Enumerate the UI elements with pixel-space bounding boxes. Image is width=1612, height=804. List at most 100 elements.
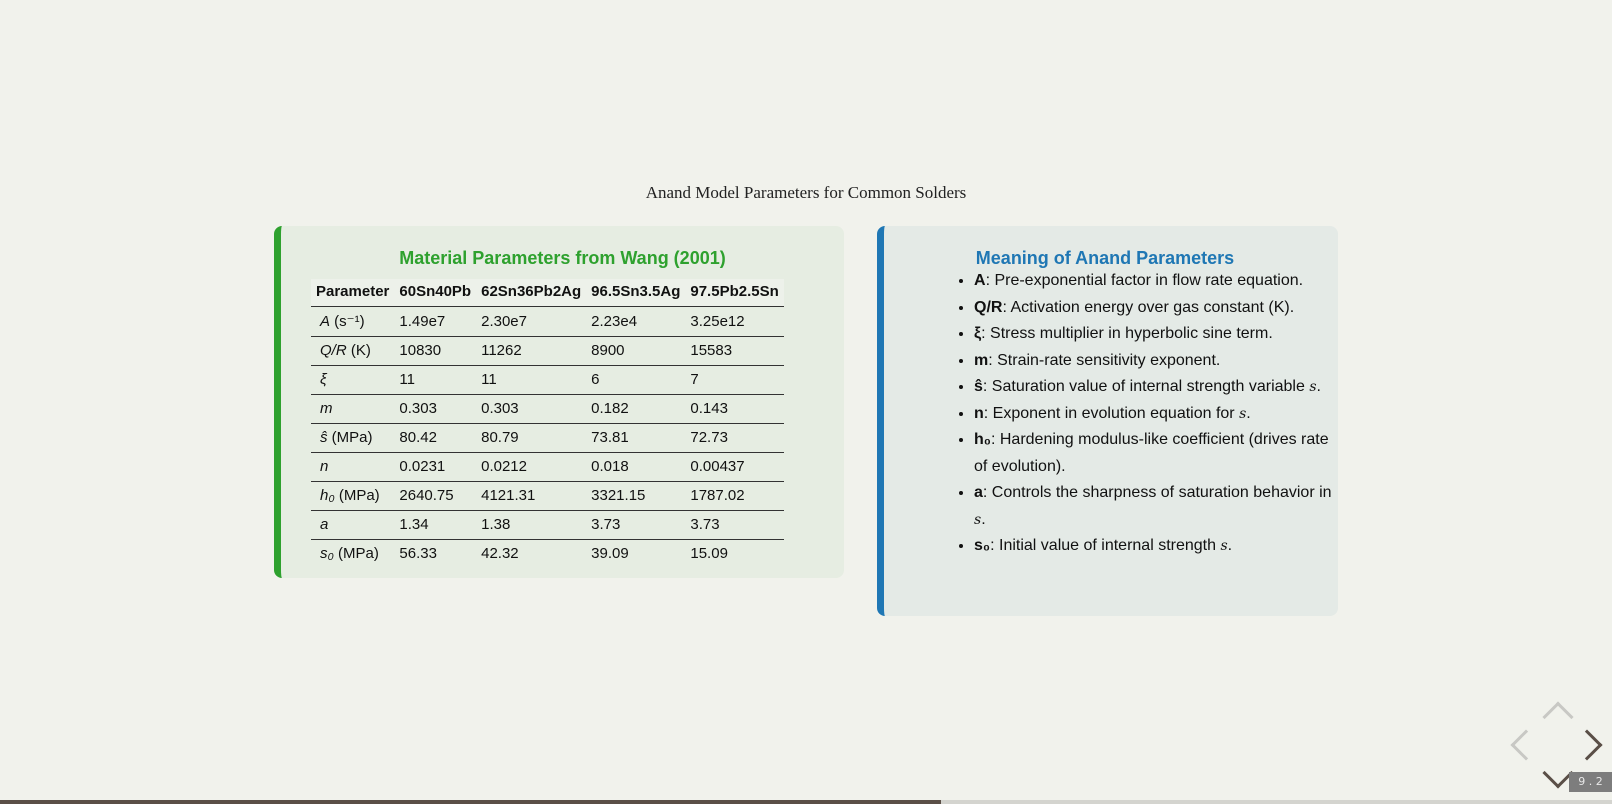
table-row: h₀ (MPa) 2640.75 4121.31 3321.15 1787.02 — [311, 481, 784, 511]
parameter-term: m — [974, 351, 989, 369]
value-cell: 3.73 — [586, 510, 686, 540]
value-cell: 1787.02 — [685, 481, 784, 511]
parameter-term: Q/R — [974, 298, 1003, 316]
value-cell: 56.33 — [399, 545, 437, 562]
punctuation: . — [1246, 404, 1251, 422]
parameter-term: ξ — [974, 325, 982, 342]
list-item: a: Controls the sharpness of saturation … — [974, 480, 1334, 533]
slide-title: Anand Model Parameters for Common Solder… — [645, 183, 967, 202]
value-cell: 0.303 — [476, 394, 587, 424]
slide-number: 9 . 2 — [1569, 772, 1612, 792]
math-variable: s — [974, 511, 982, 528]
header-96-5sn3-5ag: 96.5Sn3.5Ag — [586, 279, 686, 307]
parameter-unit: (s⁻¹) — [330, 313, 365, 330]
chevron-up-icon[interactable] — [1542, 701, 1574, 733]
parameter-description: : Initial value of internal strength — [990, 537, 1221, 554]
value-cell: 72.73 — [685, 423, 784, 453]
parameter-cell: ξ — [311, 365, 395, 395]
parameter-term: a — [974, 484, 983, 501]
value-cell: 1.49e7 — [394, 306, 477, 337]
parameter-symbol: ξ — [320, 371, 327, 388]
math-variable: s — [1309, 379, 1317, 395]
value-cell: 15583 — [685, 336, 784, 366]
parameter-unit: (MPa) — [333, 545, 379, 562]
math-variable: s — [1220, 538, 1228, 554]
table-header-row: Parameter 60Sn40Pb 62Sn36Pb2Ag 96.5Sn3.5… — [311, 279, 784, 307]
value-cell: 0.182 — [586, 394, 686, 424]
table-row: ŝ (MPa) 80.42 80.79 73.81 72.73 — [311, 423, 784, 453]
parameter-unit: (MPa) — [327, 429, 373, 446]
parameter-symbol: ŝ — [320, 429, 328, 446]
value-cell: 80.79 — [476, 423, 587, 453]
parameters-table: Parameter 60Sn40Pb 62Sn36Pb2Ag 96.5Sn3.5… — [311, 279, 784, 568]
material-parameters-card: Material Parameters from Wang (2001) Par… — [274, 226, 844, 578]
meanings-heading: Meaning of Anand Parameters — [975, 248, 1235, 268]
punctuation: . — [981, 510, 986, 528]
parameter-description: : Hardening modulus-like coefficient (dr… — [974, 431, 1329, 475]
material-parameters-heading: Material Parameters from Wang (2001) — [399, 248, 726, 268]
parameter-unit: (MPa) — [334, 487, 380, 504]
table-row: s₀ (MPa) 56.33 42.32 39.09 15.09 — [311, 540, 784, 569]
value-cell: 4121.31 — [476, 481, 587, 511]
value-cell: 10830 — [394, 336, 477, 366]
punctuation: . — [1316, 378, 1321, 395]
value-cell: 3.25e12 — [685, 306, 784, 337]
value-cell: 2.23e4 — [586, 306, 686, 337]
parameter-term: A — [974, 272, 986, 289]
value-cell: 73.81 — [586, 423, 686, 453]
header-62sn36pb2ag: 62Sn36Pb2Ag — [476, 279, 587, 307]
value-cell: 0.143 — [685, 394, 784, 424]
parameter-cell: ŝ (MPa) — [311, 423, 395, 453]
table-row: ξ 11 11 6 7 — [311, 365, 784, 395]
parameter-cell: h₀ (MPa) — [311, 481, 395, 511]
parameter-symbol: A — [320, 313, 331, 330]
list-item: s₀: Initial value of internal strength s… — [974, 533, 1334, 560]
punctuation: . — [1227, 537, 1233, 554]
list-item: ξ: Stress multiplier in hyperbolic sine … — [974, 321, 1334, 348]
parameter-cell: A (s⁻¹) — [311, 306, 395, 337]
table-row: A (s⁻¹) 1.49e7 2.30e7 2.23e4 3.25e12 — [311, 306, 784, 337]
parameter-term: s₀ — [974, 537, 991, 554]
value-cell: 11 — [476, 365, 587, 395]
value-cell: 0.303 — [394, 394, 477, 424]
parameter-cell: n — [311, 452, 395, 482]
table-row: a 1.34 1.38 3.73 3.73 — [311, 510, 784, 540]
value-cell: 3321.15 — [586, 481, 686, 511]
parameter-unit: (K) — [346, 342, 371, 359]
value-cell: 1.34 — [394, 510, 477, 540]
value-cell: 11262 — [476, 336, 587, 366]
parameter-description: : Saturation value of internal strength … — [982, 378, 1310, 395]
header-60sn40pb: 60Sn40Pb — [394, 279, 477, 307]
value-cell: 3.73 — [685, 510, 784, 540]
value-cell: 6 — [586, 365, 686, 395]
math-variable: s — [1239, 405, 1247, 422]
value-cell: 2640.75 — [394, 481, 477, 511]
progress-bar — [0, 800, 1612, 804]
list-item: n: Exponent in evolution equation for s. — [974, 401, 1334, 428]
parameter-term: h₀ — [974, 431, 991, 448]
chevron-right-icon[interactable] — [1571, 729, 1603, 761]
table-row: Q/R (K) 10830 11262 8900 15583 — [311, 336, 784, 366]
value-cell: 1.38 — [476, 510, 587, 540]
list-item: h₀: Hardening modulus-like coefficient (… — [974, 427, 1334, 480]
parameter-term: n — [974, 404, 984, 422]
chevron-left-icon[interactable] — [1510, 729, 1542, 761]
parameter-symbol: n — [320, 458, 329, 475]
parameter-description: : Activation energy over gas constant (K… — [1002, 298, 1295, 316]
table-row: m 0.303 0.303 0.182 0.143 — [311, 394, 784, 424]
meanings-card: Meaning of Anand Parameters A: Pre-expon… — [877, 226, 1338, 616]
parameter-cell: Q/R (K) — [311, 336, 395, 366]
value-cell: 42.32 — [481, 545, 519, 562]
value-cell: 15.09 — [690, 545, 728, 562]
header-parameter: Parameter — [311, 279, 395, 307]
header-97-5pb2-5sn: 97.5Pb2.5Sn — [685, 279, 784, 307]
value-cell: 80.42 — [394, 423, 477, 453]
parameter-cell: a — [311, 510, 395, 540]
value-cell: 2.30e7 — [476, 306, 587, 337]
value-cell: 0.00437 — [685, 452, 784, 482]
meanings-list: A: Pre-exponential factor in flow rate e… — [956, 268, 1334, 560]
value-cell: 8900 — [586, 336, 686, 366]
value-cell: 11 — [394, 365, 477, 395]
list-item: A: Pre-exponential factor in flow rate e… — [974, 268, 1334, 295]
